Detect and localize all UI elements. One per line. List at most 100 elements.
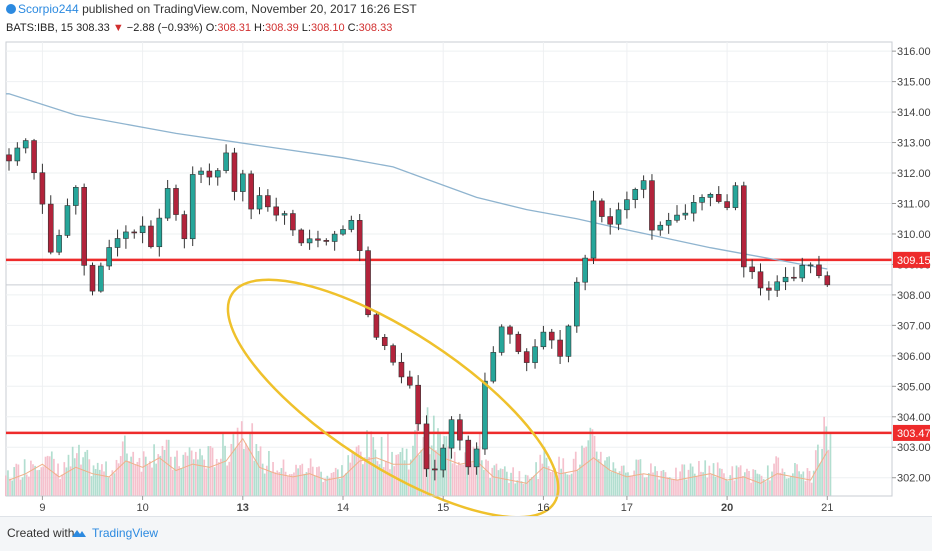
candle-body[interactable] [89,265,96,292]
candle-body[interactable] [423,423,430,470]
candle-body[interactable] [682,212,689,216]
candle-body[interactable] [365,250,371,316]
candle-body[interactable] [406,376,413,386]
candle-body[interactable] [432,468,438,471]
candle-body[interactable] [816,264,822,276]
candle-body[interactable] [766,287,772,291]
candle-body[interactable] [198,170,204,175]
symbol-label[interactable]: BATS:IBB, 15 [6,22,74,34]
candle-body[interactable] [73,187,79,206]
candle-body[interactable] [290,213,296,231]
tradingview-brand-link[interactable]: TradingView [92,526,159,540]
candle-body[interactable] [473,448,480,468]
candle-body[interactable] [649,180,655,231]
candle-body[interactable] [791,276,797,279]
candle-body[interactable] [457,419,463,441]
candle-body[interactable] [440,447,447,471]
candle-body[interactable] [732,185,739,208]
candle-body[interactable] [315,238,321,241]
candle-body[interactable] [507,326,513,335]
candle-body[interactable] [415,384,421,425]
candle-body[interactable] [14,147,21,162]
candle-body[interactable] [724,201,730,208]
candle-body[interactable] [540,331,547,348]
candle-body[interactable] [64,205,71,236]
candle-body[interactable] [381,336,388,346]
candle-body[interactable] [465,439,472,468]
candle-body[interactable] [615,209,622,225]
candle-body[interactable] [231,152,238,192]
candle-body[interactable] [248,173,254,210]
candle-body[interactable] [665,219,672,226]
candle-body[interactable] [39,172,46,205]
candle-body[interactable] [98,265,104,292]
candle-body[interactable] [523,351,530,363]
candle-body[interactable] [373,314,380,338]
candle-body[interactable] [106,247,112,267]
candle-body[interactable] [298,229,305,244]
candle-body[interactable] [22,140,29,149]
candle-body[interactable] [599,200,605,217]
author-link[interactable]: Scorpio244 [18,2,79,16]
candle-body[interactable] [265,195,271,208]
candle-body[interactable] [640,180,647,190]
candle-body[interactable] [189,174,196,240]
candle-body[interactable] [131,231,138,234]
candle-body[interactable] [173,188,179,215]
candle-body[interactable] [206,170,213,178]
candle-body[interactable] [114,238,121,248]
candle-body[interactable] [565,325,572,357]
candle-body[interactable] [390,345,396,363]
candle-body[interactable] [757,271,764,289]
candle-body[interactable] [582,257,588,283]
candle-body[interactable] [306,238,313,244]
price-chart[interactable]: 316.00 315.00 314.00 313.00 312.00 311.00 310.… [0,40,932,516]
candle-body[interactable] [498,326,505,353]
candle-body[interactable] [31,140,37,174]
candle-body[interactable] [47,203,54,253]
candle-body[interactable] [482,380,488,450]
candle-body[interactable] [632,189,639,200]
candle-body[interactable] [340,229,346,235]
candle-body[interactable] [56,235,62,253]
candle-body[interactable] [532,346,538,363]
candle-body[interactable] [448,419,455,449]
candle-body[interactable] [356,220,363,251]
candle-body[interactable] [273,206,280,216]
candle-body[interactable] [740,185,747,268]
candle-body[interactable] [807,264,814,267]
candle-body[interactable] [240,173,246,192]
candle-body[interactable] [590,200,597,259]
candle-body[interactable] [281,213,288,216]
candle-body[interactable] [624,199,630,211]
candle-body[interactable] [223,152,229,171]
candle-body[interactable] [707,194,714,198]
candle-body[interactable] [323,240,330,242]
candle-body[interactable] [156,217,163,248]
candle-body[interactable] [674,214,680,221]
annotation-ellipse[interactable] [196,238,591,516]
candle-body[interactable] [715,194,722,202]
candle-body[interactable] [123,231,129,239]
candle-body[interactable] [6,154,12,162]
candle-body[interactable] [81,187,87,266]
candle-body[interactable] [782,276,789,283]
candle-body[interactable] [774,281,781,291]
candle-body[interactable] [490,352,497,382]
candle-body[interactable] [164,188,171,219]
candlestick-series[interactable] [6,138,831,481]
candle-body[interactable] [548,331,555,341]
candle-body[interactable] [139,225,146,234]
candle-body[interactable] [573,281,580,327]
candle-body[interactable] [181,214,188,240]
candle-body[interactable] [690,202,697,214]
candle-body[interactable] [699,197,705,203]
candle-body[interactable] [148,225,154,248]
candle-body[interactable] [557,339,563,357]
candle-body[interactable] [749,266,755,273]
candle-body[interactable] [607,216,614,225]
candle-body[interactable] [256,195,263,210]
candle-body[interactable] [331,233,338,242]
candle-body[interactable] [799,264,806,279]
candle-body[interactable] [348,220,355,230]
